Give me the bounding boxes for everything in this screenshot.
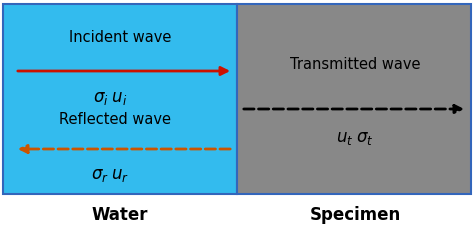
Text: Water: Water [92, 205, 148, 223]
Text: Incident wave: Incident wave [69, 30, 171, 45]
Bar [3, 5, 237, 194]
Text: Transmitted wave: Transmitted wave [290, 57, 420, 72]
Text: $\sigma_i \; u_i$: $\sigma_i \; u_i$ [93, 89, 127, 106]
Text: Reflected wave: Reflected wave [59, 112, 171, 127]
Text: $u_t \; \sigma_t$: $u_t \; \sigma_t$ [336, 128, 374, 146]
Text: Specimen: Specimen [310, 205, 401, 223]
Bar [237, 5, 471, 194]
Text: $\sigma_r \; u_r$: $\sigma_r \; u_r$ [91, 165, 129, 183]
